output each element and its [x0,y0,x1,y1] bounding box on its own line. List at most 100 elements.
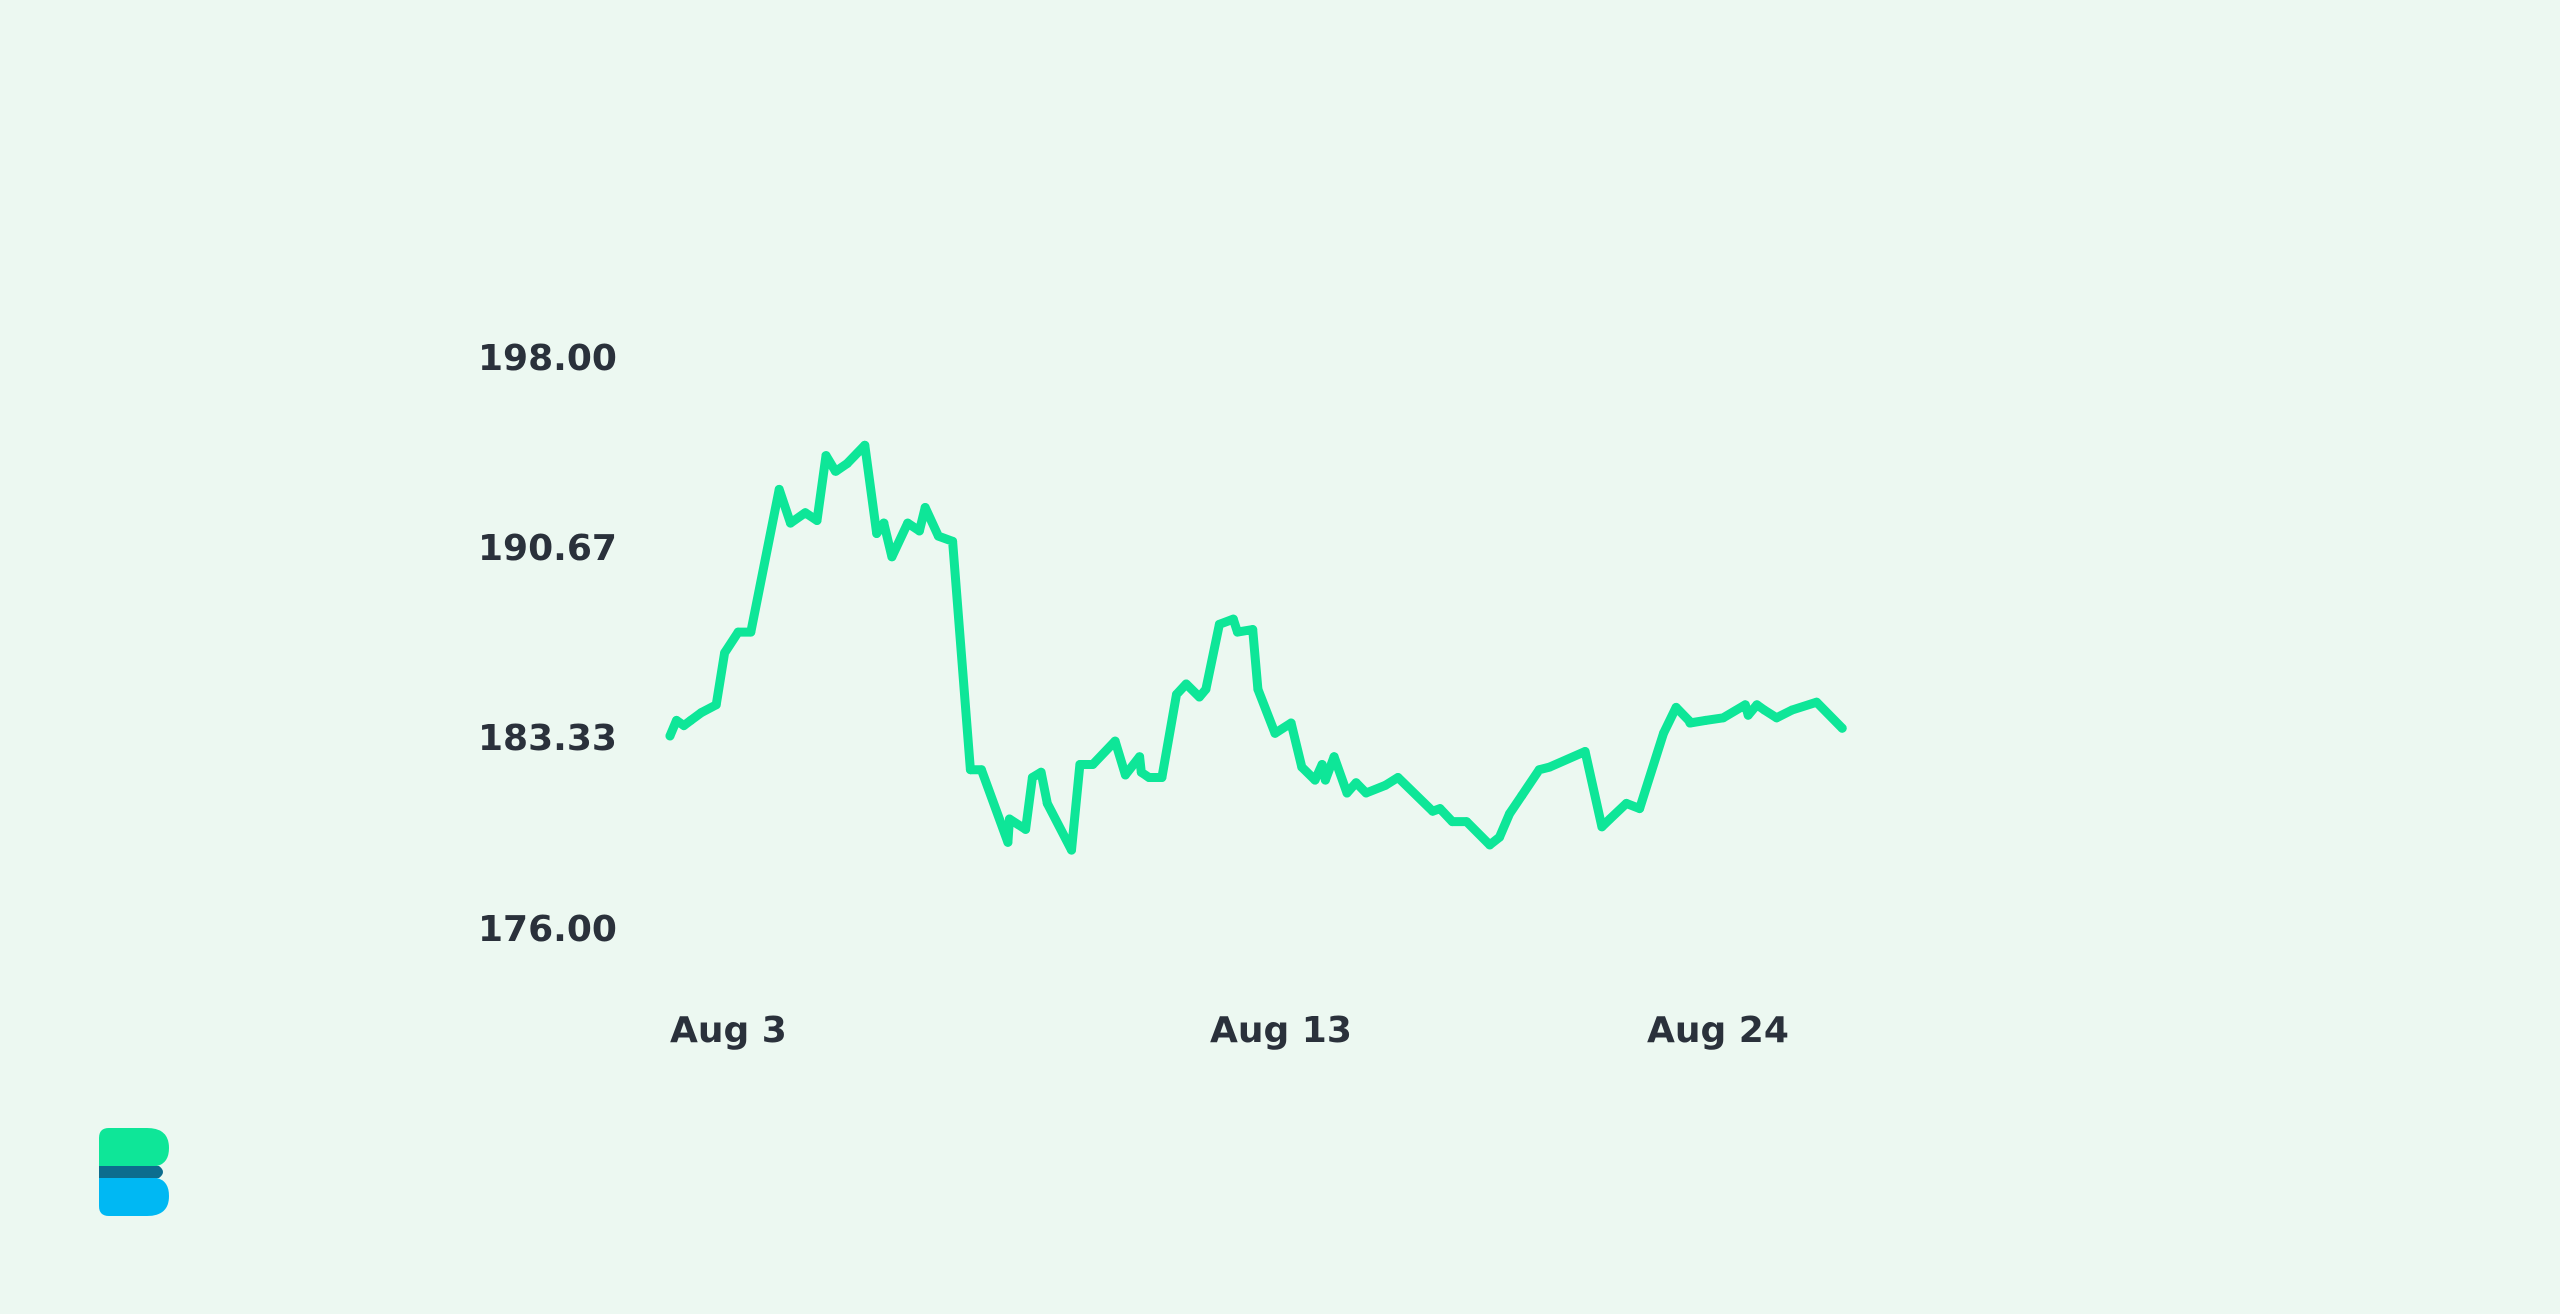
data-point [1005,814,1014,824]
data-point [1042,798,1052,808]
data-point [831,466,841,476]
data-point [903,518,913,528]
y-tick-label: 176.00 [478,909,617,950]
data-point [1310,775,1320,785]
data-point [1743,710,1753,720]
data-point [1270,728,1280,738]
data-point [786,518,795,528]
data-point [711,700,721,710]
data-point [1233,627,1242,637]
data-point [1286,718,1296,728]
data-point [1435,804,1445,814]
data-points [665,440,1847,855]
data-point [1172,689,1181,699]
data-point [800,508,810,518]
data-point [1505,809,1514,819]
y-tick-label: 190.67 [478,528,617,569]
x-axis-tick-labels: Aug 3 Aug 13 Aug 24 [670,1010,1789,1051]
data-point [1495,832,1504,842]
data-point [1320,775,1330,785]
data-point [887,552,897,562]
logo-top-shape [99,1128,169,1166]
data-point [1752,700,1762,710]
data-point [965,765,975,775]
logo-middle-band [99,1166,163,1178]
data-point [1329,752,1339,762]
data-point [860,440,870,450]
data-point [1214,619,1224,629]
data-point [1297,762,1307,772]
data-point [733,627,743,637]
data-point [1317,760,1327,769]
data-point [1517,791,1527,801]
data-point [1621,798,1631,808]
data-point [812,516,822,525]
data-point [1003,837,1013,847]
data-point [1120,770,1130,780]
data-point [842,458,852,468]
data-point [1181,679,1191,689]
data-point [872,529,882,538]
data-point [879,518,889,528]
data-point [1597,822,1607,832]
data-point [933,531,943,541]
data-point [679,721,689,731]
data-point [1718,713,1728,723]
data-point [1380,780,1390,790]
data-point [1021,824,1031,834]
data-point [1088,760,1098,769]
data-point [1485,840,1495,850]
data-point [1812,697,1822,707]
data-point [1135,752,1145,762]
data-point [1462,817,1471,827]
data-point [1342,788,1352,798]
brand-logo [99,1128,169,1216]
data-point [1393,773,1403,782]
data-point [1671,702,1681,712]
data-point [1361,788,1371,798]
y-tick-label: 198.00 [478,338,617,379]
data-point [774,484,784,494]
data-point [1201,684,1211,694]
data-point [1701,715,1710,725]
x-tick-label: Aug 24 [1647,1010,1789,1051]
data-point [1136,767,1146,777]
data-point [1534,765,1544,775]
data-point [746,627,756,637]
data-point [1605,814,1615,824]
data-point [976,765,986,775]
y-axis-tick-labels: 198.00 190.67 183.33 176.00 [478,338,617,950]
data-point [1228,614,1238,624]
data-point [1075,760,1085,769]
data-point [686,715,696,725]
data-point [1740,700,1750,710]
data-point [672,715,681,725]
y-tick-label: 183.33 [478,718,617,759]
data-point [1635,804,1645,814]
data-point [914,526,924,536]
data-point [1772,713,1782,723]
data-point [1759,705,1769,715]
x-tick-label: Aug 3 [670,1010,787,1051]
series-line [665,440,1847,855]
data-point [1428,806,1438,816]
data-point [920,503,930,512]
data-point [1027,773,1037,782]
data-point [1447,817,1457,827]
data-point [665,731,675,741]
data-point [1685,718,1695,728]
data-point [696,708,706,718]
data-point [1067,845,1076,855]
data-point [821,451,831,461]
data-point [1659,728,1668,738]
data-point [1580,747,1590,756]
data-point [1248,625,1258,634]
x-tick-label: Aug 13 [1210,1010,1352,1051]
data-point [1110,736,1120,746]
data-point [948,536,958,546]
data-point [1253,684,1263,694]
data-point [1837,723,1847,733]
logo-bottom-shape [99,1178,169,1216]
data-point [1036,767,1046,777]
